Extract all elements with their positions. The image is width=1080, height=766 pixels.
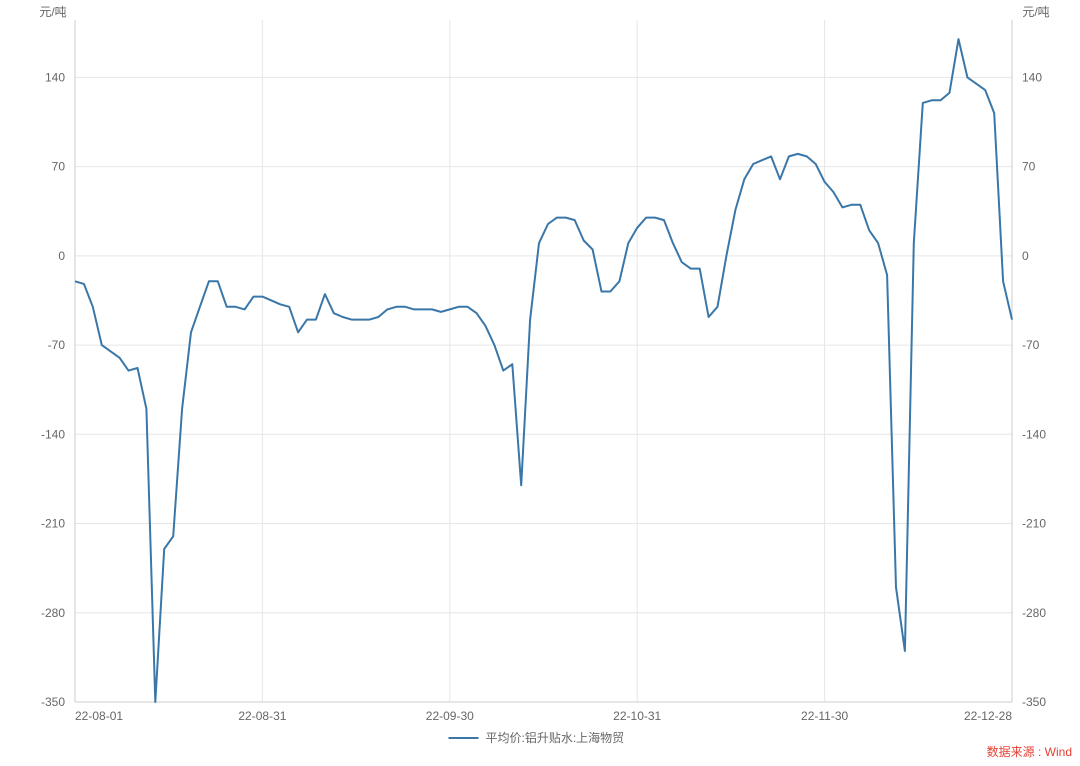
y-tick-right: -350 [1022,695,1046,709]
y-tick-left: -140 [41,427,65,441]
y-tick-right: -70 [1022,338,1040,352]
y-tick-left: 0 [58,249,65,263]
y-tick-right: -140 [1022,427,1046,441]
y-tick-left: -210 [41,517,65,531]
y-tick-left: -350 [41,695,65,709]
y-tick-right: -210 [1022,517,1046,531]
data-source: 数据来源 : Wind [987,743,1072,760]
source-prefix: 数据来源 : [987,745,1045,759]
y-axis-title-left: 元/吨 [39,5,66,19]
x-tick: 22-11-30 [801,709,848,723]
x-tick: 22-08-01 [75,709,123,723]
y-tick-left: 140 [45,70,65,84]
y-axis-title-right: 元/吨 [1022,5,1049,19]
x-tick: 22-10-31 [613,709,661,723]
x-tick: 22-08-31 [238,709,286,723]
source-value: Wind [1045,745,1072,759]
y-tick-right: -280 [1022,606,1046,620]
legend-label: 平均价:铝升贴水:上海物贸 [486,730,625,745]
series-line [75,39,1012,702]
y-tick-right: 70 [1022,160,1036,174]
y-tick-left: 70 [52,160,66,174]
y-tick-left: -280 [41,606,65,620]
x-tick: 22-09-30 [426,709,474,723]
chart-container: -350 -350 -280 -280 -210 -210 -140 -140 -70 -70 0 0… [0,0,1080,766]
line-chart: -350 -350 -280 -280 -210 -210 -140 -140 -70 -70 0 0… [0,0,1080,766]
y-tick-right: 140 [1022,70,1042,84]
x-tick: 22-12-28 [964,709,1012,723]
y-tick-left: -70 [48,338,66,352]
y-tick-right: 0 [1022,249,1029,263]
